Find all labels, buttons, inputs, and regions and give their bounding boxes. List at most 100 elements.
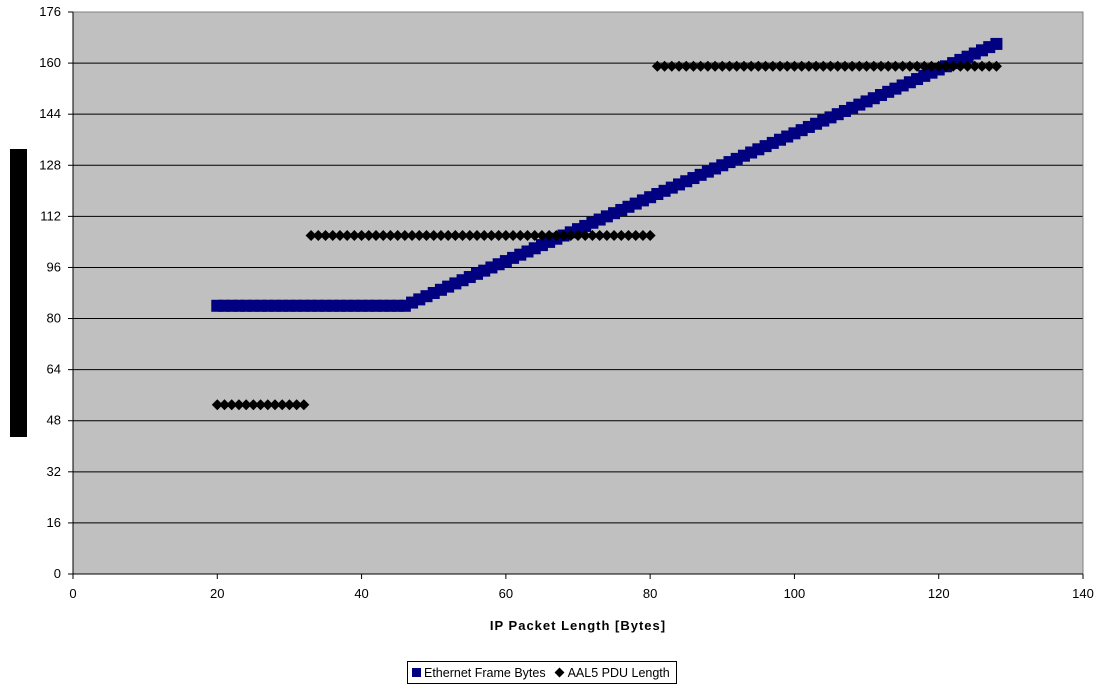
- point-aal5-54: [457, 230, 469, 242]
- point-aal5-108: [846, 60, 858, 72]
- point-aal5-75: [608, 230, 620, 242]
- point-aal5-74: [601, 230, 613, 242]
- y-tick-labels: 0 16 32 48 64 80 96 112 128 144 160 176: [39, 4, 61, 581]
- point-aal5-69: [565, 230, 577, 242]
- y-tick-label-144: 144: [39, 106, 61, 121]
- point-aal5-116: [904, 60, 916, 72]
- legend-label-ethernet: Ethernet Frame Bytes: [424, 665, 546, 680]
- y-tick-label-96: 96: [47, 259, 61, 274]
- legend-square-marker-icon: [412, 668, 421, 677]
- y-axis-title-block: [10, 149, 27, 437]
- point-aal5-96: [760, 60, 772, 72]
- point-aal5-36: [327, 230, 339, 242]
- legend: Ethernet Frame Bytes AAL5 PDU Length: [407, 661, 677, 684]
- x-tick-label-20: 20: [210, 586, 224, 601]
- y-tick-label-64: 64: [47, 362, 61, 377]
- point-ethernet-61: [507, 251, 520, 264]
- point-aal5-53: [449, 230, 461, 242]
- point-aal5-105: [825, 60, 836, 72]
- point-aal5-123: [954, 60, 966, 72]
- point-aal5-44: [384, 230, 396, 242]
- point-aal5-59: [493, 230, 505, 242]
- point-aal5-66: [543, 230, 555, 242]
- point-aal5-37: [334, 230, 346, 242]
- point-aal5-121: [940, 60, 952, 72]
- point-aal5-45: [392, 230, 404, 242]
- point-aal5-28: [269, 399, 281, 411]
- x-tick-label-60: 60: [499, 586, 513, 601]
- point-aal5-117: [911, 60, 923, 72]
- point-aal5-57: [478, 230, 490, 242]
- point-aal5-97: [767, 60, 779, 72]
- point-aal5-128: [990, 60, 1002, 72]
- point-aal5-25: [247, 399, 259, 411]
- point-aal5-60: [500, 230, 512, 242]
- point-aal5-79: [637, 230, 649, 242]
- point-aal5-102: [803, 60, 815, 72]
- point-aal5-27: [262, 399, 274, 411]
- point-aal5-67: [550, 230, 562, 242]
- x-axis-title: IP Packet Length [Bytes]: [490, 618, 666, 633]
- y-tick-label-128: 128: [39, 157, 61, 172]
- point-aal5-50: [428, 230, 440, 242]
- y-tick-label-160: 160: [39, 55, 61, 70]
- point-aal5-52: [442, 230, 454, 242]
- point-aal5-118: [918, 60, 930, 72]
- point-aal5-58: [485, 230, 497, 242]
- point-aal5-78: [630, 230, 642, 242]
- point-aal5-47: [406, 230, 418, 242]
- point-aal5-55: [464, 230, 476, 242]
- point-aal5-76: [615, 230, 627, 242]
- point-aal5-65: [536, 230, 548, 242]
- point-aal5-98: [774, 60, 786, 72]
- point-aal5-41: [363, 230, 375, 242]
- point-aal5-80: [644, 230, 656, 242]
- point-aal5-120: [933, 60, 945, 72]
- point-aal5-46: [399, 230, 411, 242]
- point-aal5-91: [724, 60, 735, 72]
- y-tick-label-32: 32: [47, 464, 61, 479]
- point-aal5-30: [283, 399, 295, 411]
- point-aal5-122: [947, 60, 959, 72]
- point-aal5-84: [673, 60, 685, 72]
- point-aal5-71: [579, 230, 591, 242]
- point-aal5-85: [680, 60, 692, 72]
- point-aal5-73: [594, 230, 606, 242]
- point-aal5-107: [839, 60, 851, 72]
- point-aal5-111: [868, 60, 880, 72]
- point-aal5-31: [291, 399, 303, 411]
- x-tick-label-140: 140: [1072, 586, 1094, 601]
- x-tick-label-100: 100: [784, 586, 806, 601]
- point-aal5-70: [572, 230, 584, 242]
- point-aal5-48: [413, 230, 425, 242]
- point-aal5-32: [298, 399, 310, 411]
- legend-item-ethernet: Ethernet Frame Bytes: [412, 666, 546, 680]
- point-aal5-124: [962, 60, 974, 72]
- point-aal5-20: [211, 399, 223, 411]
- point-aal5-39: [348, 230, 360, 242]
- series-aal5-pdu-length: [211, 60, 1002, 411]
- x-tick-labels: 0 20 40 60 80 100 120 140: [69, 586, 1093, 601]
- point-aal5-82: [659, 60, 671, 72]
- point-aal5-33: [305, 230, 317, 242]
- plot-area: [73, 12, 1083, 574]
- y-tick-label-16: 16: [47, 515, 61, 530]
- point-aal5-88: [702, 60, 714, 72]
- point-aal5-100: [788, 60, 800, 72]
- point-aal5-38: [341, 230, 353, 242]
- point-aal5-83: [666, 60, 678, 72]
- point-aal5-93: [738, 60, 750, 72]
- point-aal5-94: [745, 60, 757, 72]
- point-aal5-109: [853, 60, 865, 72]
- y-tick-label-48: 48: [47, 413, 61, 428]
- point-aal5-72: [586, 230, 598, 242]
- y-tick-label-176: 176: [39, 4, 61, 19]
- point-aal5-29: [276, 399, 288, 411]
- point-aal5-114: [889, 60, 901, 72]
- point-aal5-24: [240, 399, 252, 411]
- point-aal5-43: [377, 230, 389, 242]
- point-aal5-86: [687, 60, 699, 72]
- point-aal5-126: [976, 60, 988, 72]
- point-aal5-62: [514, 230, 526, 242]
